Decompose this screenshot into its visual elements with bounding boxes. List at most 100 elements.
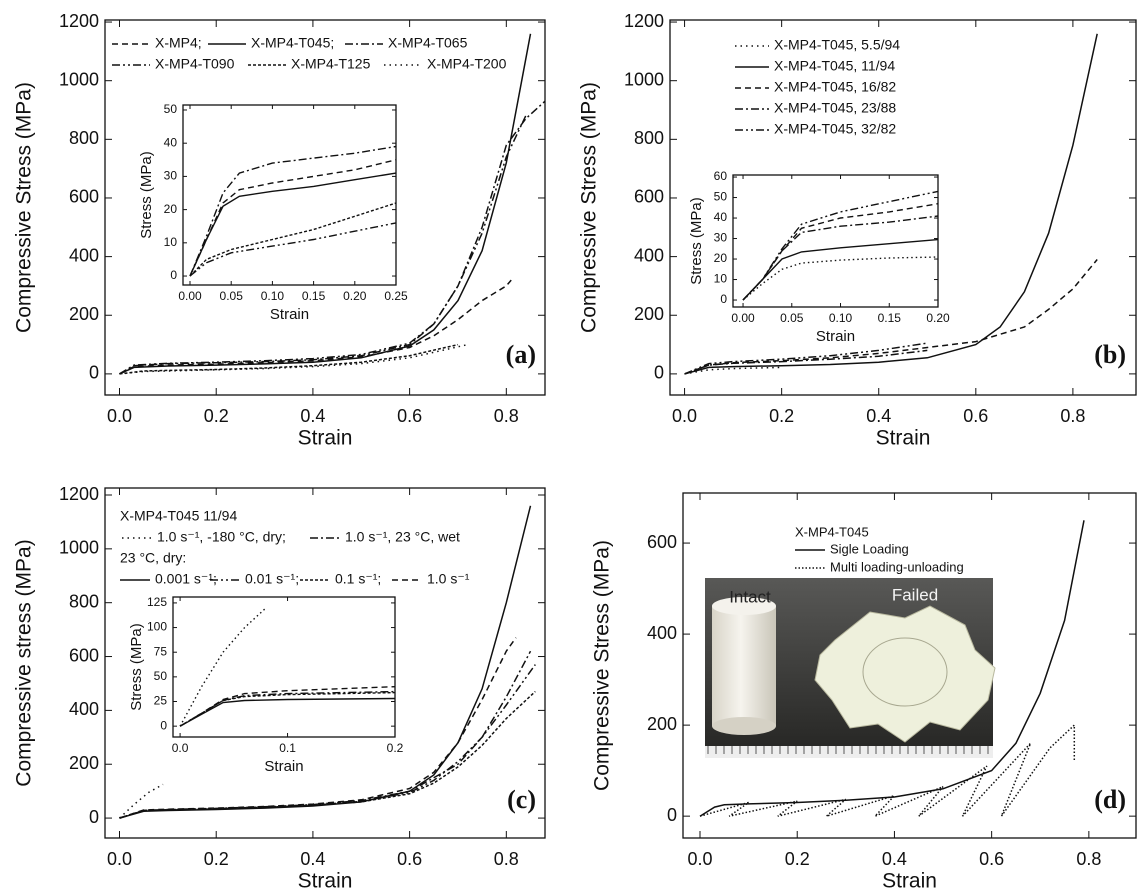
legend-label: X-MP4-T045, 23/88 xyxy=(774,100,896,116)
series-line xyxy=(119,637,517,819)
x-tick-label: 0.4 xyxy=(882,849,907,869)
x-tick-label: 0.2 xyxy=(785,849,810,869)
x-tick-label: 0.15 xyxy=(878,311,902,325)
legend-label: X-MP4-T065 xyxy=(388,35,468,51)
panel-label: (c) xyxy=(507,785,536,814)
y-tick-label: 10 xyxy=(714,272,728,286)
y-tick-label: 10 xyxy=(164,235,178,249)
series-line xyxy=(118,783,164,819)
legend-subtitle: 23 °C, dry: xyxy=(120,550,186,566)
y-tick-label: 0 xyxy=(160,718,167,732)
y-tick-label: 1200 xyxy=(59,484,99,504)
x-tick-label: 0.2 xyxy=(204,849,229,869)
y-tick-label: 800 xyxy=(69,128,99,148)
chart: 0.0 0.2 0.4 0.6 0.8020040060080010001200Stra… xyxy=(13,484,546,889)
series-line xyxy=(119,279,512,375)
legend-label: Multi loading-unloading xyxy=(830,559,964,574)
series-line xyxy=(119,664,536,819)
series-line xyxy=(189,145,397,277)
legend-label: 0.01 s⁻¹; xyxy=(245,571,299,587)
y-tick-label: 600 xyxy=(69,645,99,665)
x-tick-label: 0.00 xyxy=(731,311,755,325)
legend-label: Sigle Loading xyxy=(830,541,909,556)
series-line xyxy=(119,690,536,819)
y-tick-label: 400 xyxy=(69,245,99,265)
y-axis-label: Stress (MPa) xyxy=(688,197,705,285)
y-axis-label: Stress (MPa) xyxy=(138,151,155,239)
series-line xyxy=(119,650,532,819)
series-line xyxy=(684,342,928,375)
x-tick-label: 0.10 xyxy=(829,311,853,325)
y-tick-label: 400 xyxy=(69,699,99,719)
y-tick-label: 50 xyxy=(164,102,178,116)
y-tick-label: 200 xyxy=(647,714,677,734)
x-tick-label: 0.20 xyxy=(343,289,367,303)
series-line xyxy=(189,202,397,277)
y-tick-label: 1000 xyxy=(624,69,664,89)
y-tick-label: 600 xyxy=(647,532,677,552)
y-tick-label: 1200 xyxy=(59,11,99,31)
x-tick-label: 0.00 xyxy=(178,289,202,303)
series-line xyxy=(179,691,396,727)
y-tick-label: 800 xyxy=(634,128,664,148)
x-axis-label: Strain xyxy=(876,427,931,450)
chart: 0.00 0.05 0.10 0.15 0.20 0 10 20 30 40 50 60 Strain S… xyxy=(688,169,950,345)
series-line xyxy=(684,259,1098,375)
photo: Intact Failed xyxy=(705,578,996,758)
x-tick-label: 0.8 xyxy=(1076,849,1101,869)
plot-frame xyxy=(669,19,1137,396)
x-tick-label: 0.6 xyxy=(979,849,1004,869)
y-tick-label: 20 xyxy=(164,202,178,216)
y-tick-label: 40 xyxy=(164,135,178,149)
y-tick-label: 800 xyxy=(69,591,99,611)
series-line xyxy=(189,159,397,277)
y-axis-label: Stress (MPa) xyxy=(128,623,145,711)
y-tick-label: 100 xyxy=(147,620,167,634)
y-tick-label: 60 xyxy=(714,169,728,183)
y-tick-label: 75 xyxy=(154,644,168,658)
y-tick-label: 600 xyxy=(69,187,99,207)
series-line xyxy=(189,222,397,277)
x-axis-label: Strain xyxy=(298,870,353,889)
x-tick-label: 0.8 xyxy=(494,406,519,426)
series-line xyxy=(684,33,1098,375)
series-line xyxy=(742,190,939,301)
panel-label: (d) xyxy=(1094,785,1126,814)
legend-label: 0.1 s⁻¹; xyxy=(335,571,381,587)
chart: 0.0 0.2 0.4 0.6 0.8020040060080010001200Stra… xyxy=(13,11,546,450)
x-tick-label: 0.2 xyxy=(387,741,404,755)
x-tick-label: 0.4 xyxy=(300,849,325,869)
panel-label: (b) xyxy=(1094,340,1126,369)
series-line xyxy=(684,349,928,375)
series-line xyxy=(684,366,782,375)
chart: 0.0 0.1 0.2 0 25 50 75 100 125 Strain Stress (MPa) xyxy=(128,595,404,775)
series-line xyxy=(189,172,397,277)
series-line xyxy=(119,343,459,375)
x-tick-label: 0.6 xyxy=(963,406,988,426)
y-tick-label: 0 xyxy=(89,807,99,827)
y-tick-label: 1000 xyxy=(59,538,99,558)
x-tick-label: 0.8 xyxy=(494,849,519,869)
legend-title: X-MP4-T045 11/94 xyxy=(120,508,237,524)
plot-frame xyxy=(104,19,546,396)
chart: 0.00 0.05 0.10 0.15 0.20 0.25 0 10 20 30 40 50 Strai… xyxy=(138,102,408,323)
y-tick-label: 40 xyxy=(714,210,728,224)
x-tick-label: 0.15 xyxy=(302,289,326,303)
photo-label: Failed xyxy=(892,585,938,604)
x-axis-label: Strain xyxy=(882,870,937,889)
plot-frame xyxy=(682,492,1137,839)
x-tick-label: 0.20 xyxy=(926,311,950,325)
x-tick-label: 0.0 xyxy=(672,406,697,426)
y-tick-label: 50 xyxy=(714,190,728,204)
series-line xyxy=(119,33,532,375)
x-tick-label: 0.8 xyxy=(1060,406,1085,426)
y-tick-label: 25 xyxy=(154,694,168,708)
series-line xyxy=(179,607,267,727)
y-tick-label: 20 xyxy=(714,251,728,265)
y-tick-label: 0 xyxy=(667,805,677,825)
x-axis-label: Strain xyxy=(264,758,303,775)
legend-label: X-MP4; xyxy=(155,35,202,51)
legend-title: X-MP4-T045 xyxy=(795,524,869,539)
x-tick-label: 0.0 xyxy=(107,849,132,869)
